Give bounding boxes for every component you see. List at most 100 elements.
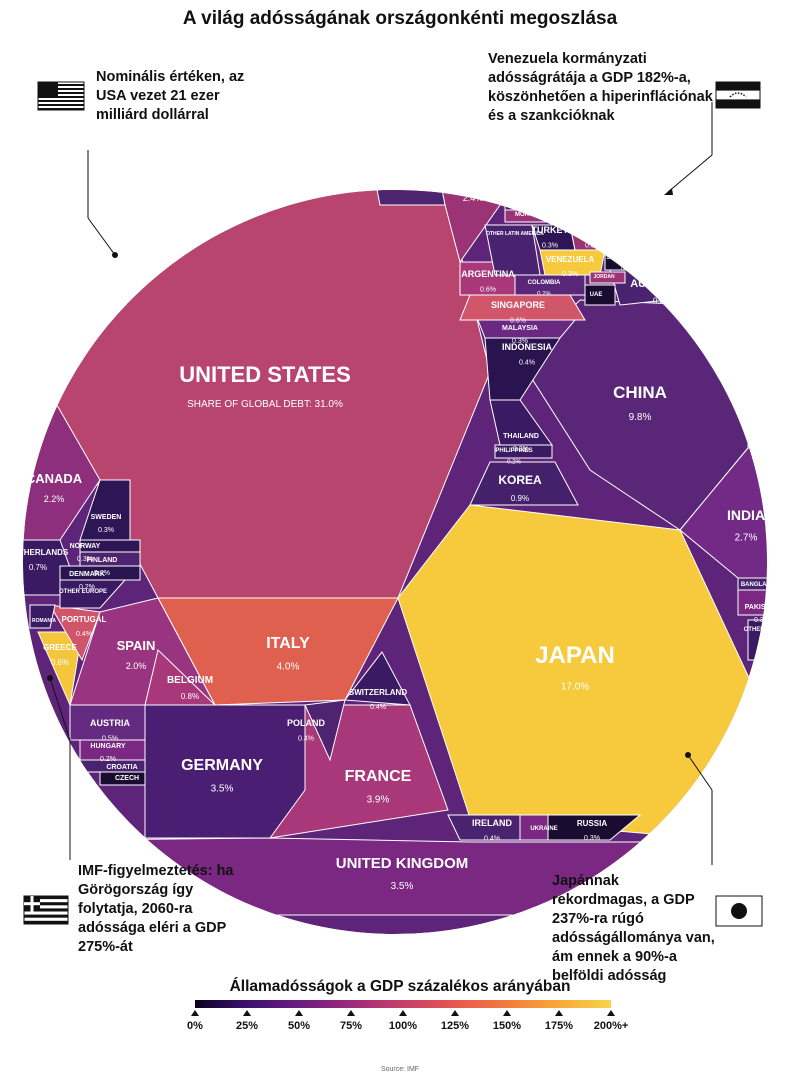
- cell-value-united-states: SHARE OF GLOBAL DEBT: 31.0%: [187, 399, 343, 410]
- cell-value-united-kingdom: 3.5%: [391, 881, 414, 892]
- cell-value-norway: 0.3%: [77, 556, 93, 563]
- cell-name-croatia: CROATIA: [106, 764, 137, 771]
- cell-value-sweden: 0.3%: [98, 527, 114, 534]
- legend-tick-6: 150%: [477, 1010, 537, 1032]
- legend-color-bar: [195, 1000, 611, 1008]
- venezuela-flag-icon: [715, 81, 761, 109]
- cell-value-france: 3.9%: [367, 795, 390, 806]
- legend-tick-8: 200%+: [581, 1010, 641, 1032]
- cell-value-japan: 17.0%: [561, 681, 589, 692]
- cell-name-other-middle-east: OTHER MIDDLE EAST: [606, 241, 659, 247]
- greece-flag-icon: [23, 895, 69, 925]
- legend-tick-0: 0%: [165, 1010, 225, 1032]
- cell-value-malaysia: 0.3%: [512, 338, 528, 345]
- cell-value-philippines: 0.2%: [507, 460, 521, 466]
- cell-value-ireland: 0.4%: [484, 835, 500, 842]
- cell-name-sudan: SUDAN: [560, 161, 581, 167]
- cell-name-iraq: IRAQ: [633, 208, 651, 215]
- cell-name-south-africa: SOUTH AFRICA: [520, 161, 566, 167]
- cell-name-russia: RUSSIA: [577, 819, 607, 828]
- cell-value-switzerland: 0.4%: [370, 704, 386, 711]
- cell-name-india: INDIA: [727, 507, 765, 523]
- cell-name-norway: NORWAY: [70, 543, 101, 550]
- cell-value-taiwan: 0.3%: [752, 441, 768, 448]
- leader-lines: [47, 102, 713, 865]
- cell-name-other-europe: OTHER EUROPE: [59, 589, 107, 595]
- cell-korea: [469, 461, 579, 506]
- cell-value-belgium: 0.8%: [181, 692, 199, 701]
- cell-name-thailand: THAILAND: [503, 433, 539, 440]
- cell-bangladesh: [737, 577, 767, 591]
- cell-name-israel: ISRAEL: [595, 195, 629, 205]
- cell-czech: [99, 771, 146, 786]
- cell-mexico: [364, 190, 446, 206]
- cell-value-colombia: 0.2%: [537, 292, 551, 298]
- cell-name-ukraine: UKRAINE: [530, 826, 557, 832]
- cell-value-italy: 4.0%: [277, 662, 300, 673]
- cell-name-turkey: TURKEY: [531, 225, 568, 235]
- cell-other-asia: [747, 619, 767, 661]
- cell-name-germany: GERMANY: [181, 757, 263, 774]
- labels-group: UNITED STATES SHARE OF GLOBAL DEBT: 31.0%…: [8, 126, 783, 892]
- cell-name-poland: POLAND: [287, 718, 326, 728]
- cell-name-saudi-arabia: SAUDI ARABIA: [606, 255, 650, 261]
- legend-title: Államadósságok a GDP százalékos arányába…: [229, 978, 571, 995]
- usa-flag-icon: [37, 81, 85, 111]
- cell-switzerland: [344, 651, 411, 706]
- legend-tick-3: 75%: [321, 1010, 381, 1032]
- legend-tick-7: 175%: [529, 1010, 589, 1032]
- cell-belgium: [144, 649, 217, 706]
- cell-value-germany: 3.5%: [211, 784, 234, 795]
- cell-name-brazil: BRAZIL: [449, 170, 497, 185]
- cell-value-iraq: 0.2%: [635, 221, 649, 227]
- cell-name-venezuela: VENEZUELA: [546, 255, 595, 264]
- cell-name-egypt: EGYPT: [578, 225, 609, 235]
- cell-value-argentina: 0.6%: [480, 286, 496, 293]
- cell-value-venezuela: 0.3%: [562, 271, 578, 278]
- cell-uae: [584, 284, 616, 306]
- cell-jordan: [589, 271, 626, 284]
- cell-name-lebanon: LEBANON: [662, 245, 687, 251]
- source-note: Source: IMF: [380, 1066, 420, 1073]
- cell-name-caribbean: CARIBBEAN: [323, 138, 359, 144]
- cell-malaysia: [477, 319, 577, 339]
- cell-value-thailand: 0.3%: [513, 446, 529, 453]
- cell-value-netherlands: 0.7%: [29, 563, 47, 572]
- cell-name-pakistan: PAKISTAN: [745, 604, 780, 611]
- cell-name-canada: CANADA: [26, 471, 83, 486]
- cell-name-other-asia: OTHER ASIA: [744, 627, 781, 633]
- cell-name-belgium: BELGIUM: [167, 675, 213, 686]
- cell-value-portugal: 0.4%: [76, 631, 92, 638]
- cell-value-indonesia: 0.4%: [519, 359, 535, 366]
- cell-name-sweden: SWEDEN: [91, 514, 122, 521]
- page-title: A világ adósságának országonkénti megosz…: [182, 8, 618, 29]
- cell-pakistan: [737, 589, 767, 616]
- cell-value-finland: 0.2%: [94, 570, 110, 577]
- cell-name-nigeria: NIGERIA: [508, 138, 534, 144]
- cell-name-nz: NZ: [720, 310, 728, 316]
- cell-name-morocco: MOROCCO: [515, 212, 547, 218]
- cell-name-colombia: COLOMBIA: [528, 280, 561, 286]
- greece-annotation: IMF-figyelmeztetés: ha Görögország így f…: [78, 863, 234, 955]
- cell-value-greece: 0.6%: [51, 658, 69, 667]
- venezuela-leader-diag: [667, 154, 713, 193]
- cell-value-brazil: 2.4%: [463, 193, 484, 203]
- cell-name-other-latin-america: OTHER LATIN AMERICA: [486, 231, 544, 237]
- cell-name-vietnam: VIETNAM: [753, 411, 780, 417]
- cell-name-portugal: PORTUGAL: [62, 615, 107, 624]
- cell-name-jordan: JORDAN: [593, 274, 615, 280]
- venezuela-leader-arrow: [664, 188, 673, 195]
- usa-leader-dot: [112, 252, 118, 258]
- cell-name-qatar: QATAR: [672, 259, 696, 266]
- japan-leader-dot: [685, 752, 691, 758]
- cell-value-singapore: 0.6%: [510, 317, 526, 324]
- cell-other-latin-america: [484, 224, 541, 276]
- cell-value-china: 9.8%: [629, 412, 652, 423]
- cell-name-iran: IRAN: [635, 229, 652, 236]
- cell-name-switzerland: SWITZERLAND: [349, 688, 407, 697]
- cell-value-israel: 0.3%: [604, 212, 620, 219]
- cell-name-italy: ITALY: [266, 635, 310, 652]
- cell-name-pac-isles: PAC ISLES: [700, 293, 731, 299]
- cell-value-turkey: 0.3%: [542, 242, 558, 249]
- cell-denmark: [59, 565, 141, 581]
